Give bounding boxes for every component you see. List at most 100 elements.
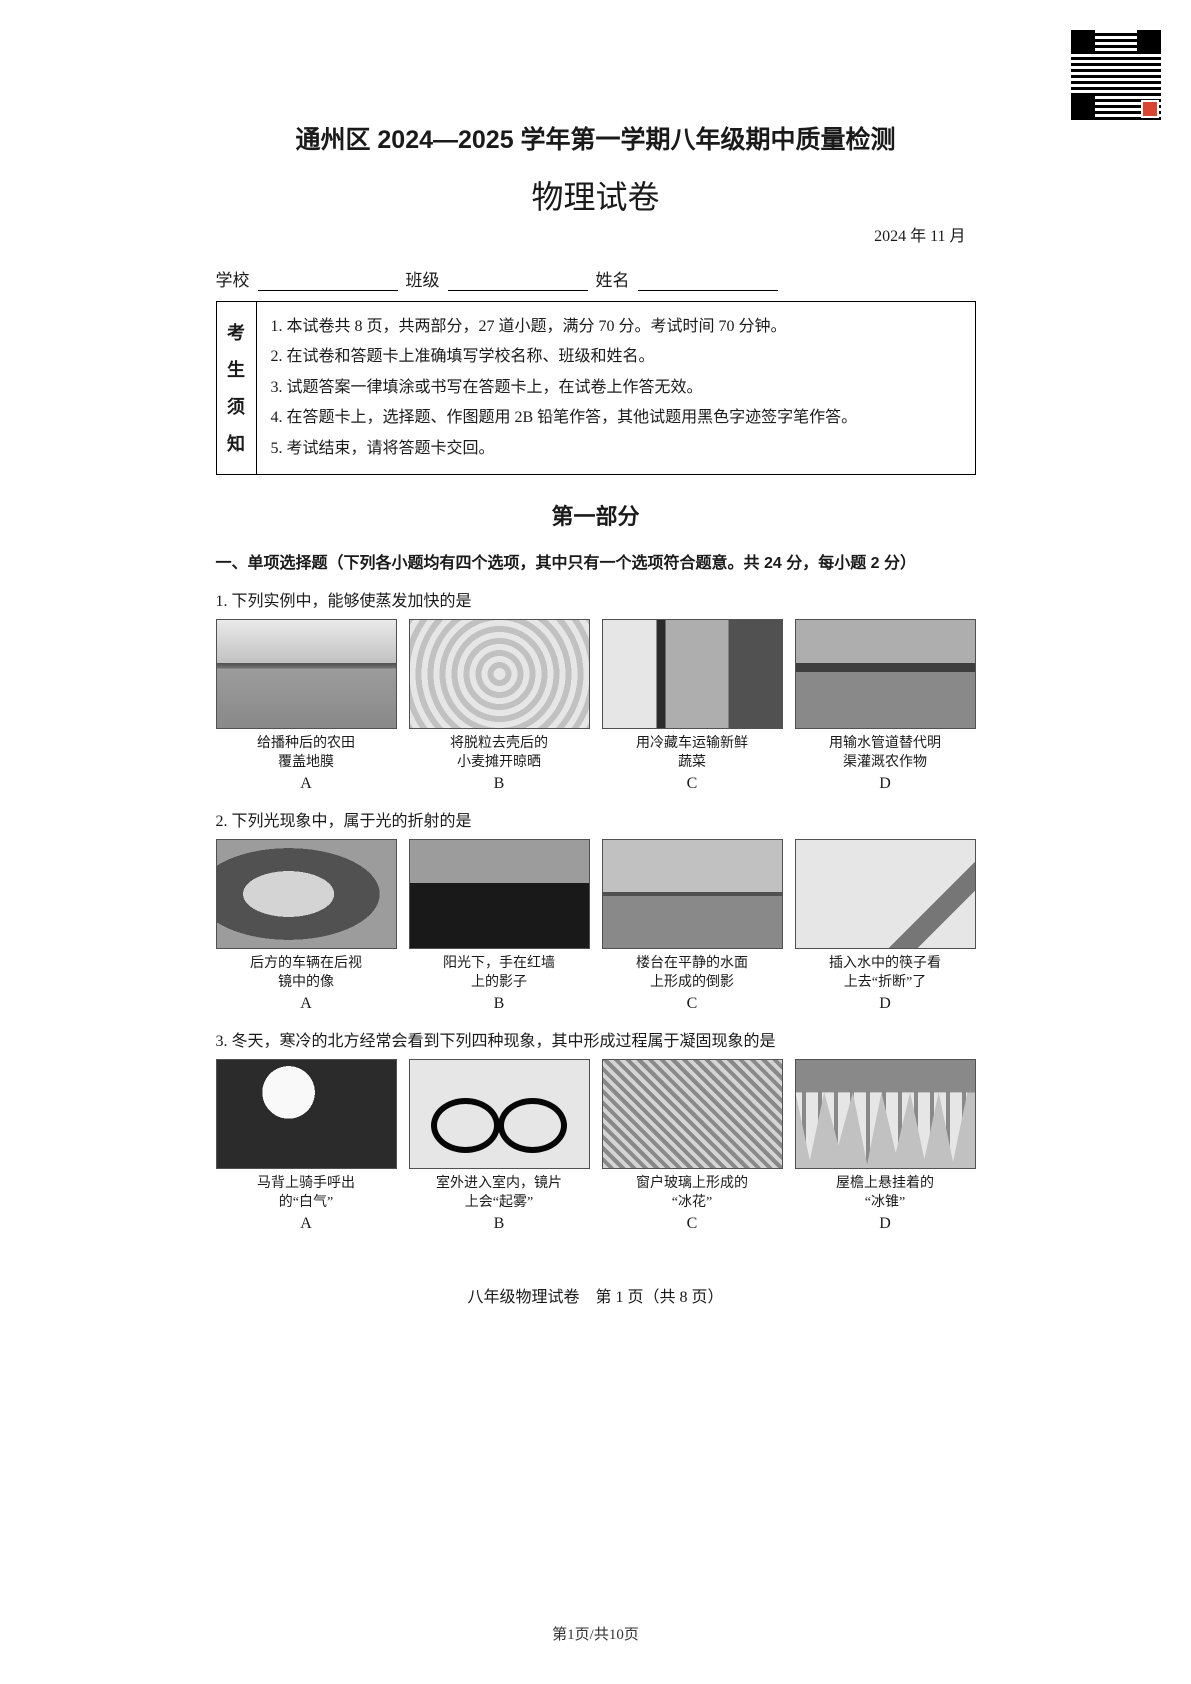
q3-letter-b: B [409, 1215, 590, 1233]
inner-footer: 八年级物理试卷 第 1 页（共 8 页） [216, 1283, 976, 1307]
q3-letter-c: C [602, 1215, 783, 1233]
q3-caption-a-l1: 马背上骑手呼出 [216, 1175, 397, 1194]
qr-code [1071, 30, 1161, 120]
notice-item-2: 2. 在试卷和答题卡上准确填写学校名称、班级和姓名。 [271, 342, 961, 372]
name-label: 姓名 [596, 266, 630, 291]
q3-caption-b-l2: 上会“起雾” [409, 1194, 590, 1213]
q2-img-c [602, 839, 783, 949]
name-blank[interactable] [638, 271, 778, 291]
q2-caption-c-l1: 楼台在平静的水面 [602, 955, 783, 974]
q1-caption-b-l2: 小麦摊开晾晒 [409, 754, 590, 773]
q2-caption-a-l1: 后方的车辆在后视 [216, 955, 397, 974]
q3-letter-d: D [795, 1215, 976, 1233]
q1-img-a [216, 619, 397, 729]
q1-caption-c: 用冷藏车运输新鲜 蔬菜 [602, 735, 783, 773]
sub-title: 物理试卷 [216, 172, 976, 218]
outer-page-number: 第1页/共10页 [0, 1623, 1191, 1644]
q1-option-a: 给播种后的农田 覆盖地膜 A [216, 619, 397, 793]
q3-option-d: 屋檐上悬挂着的 “冰锥” D [795, 1059, 976, 1233]
q2-img-d [795, 839, 976, 949]
q3-img-c [602, 1059, 783, 1169]
q3-option-c: 窗户玻璃上形成的 “冰花” C [602, 1059, 783, 1233]
q3-option-b: 室外进入室内，镜片 上会“起雾” B [409, 1059, 590, 1233]
qr-badge-icon [1141, 100, 1159, 118]
q1-option-d: 用输水管道替代明 渠灌溉农作物 D [795, 619, 976, 793]
q3-caption-c-l1: 窗户玻璃上形成的 [602, 1175, 783, 1194]
q3-caption-b: 室外进入室内，镜片 上会“起雾” [409, 1175, 590, 1213]
q2-caption-c: 楼台在平静的水面 上形成的倒影 [602, 955, 783, 993]
q1-caption-d-l2: 渠灌溉农作物 [795, 754, 976, 773]
notice-item-4: 4. 在答题卡上，选择题、作图题用 2B 铅笔作答，其他试题用黑色字迹签字笔作答… [271, 403, 961, 433]
q2-caption-a: 后方的车辆在后视 镜中的像 [216, 955, 397, 993]
q2-caption-b-l1: 阳光下，手在红墙 [409, 955, 590, 974]
q2-letter-c: C [602, 995, 783, 1013]
notice-char-3: 知 [227, 430, 245, 456]
question-1-options: 给播种后的农田 覆盖地膜 A 将脱粒去壳后的 小麦摊开晾晒 B 用冷藏车运输新鲜… [216, 619, 976, 793]
question-1-text: 1. 下列实例中，能够使蒸发加快的是 [216, 587, 976, 611]
q1-img-c [602, 619, 783, 729]
q1-caption-d: 用输水管道替代明 渠灌溉农作物 [795, 735, 976, 773]
q2-letter-a: A [216, 995, 397, 1013]
q3-img-d [795, 1059, 976, 1169]
notice-content: 1. 本试卷共 8 页，共两部分，27 道小题，满分 70 分。考试时间 70 … [257, 302, 975, 474]
notice-item-1: 1. 本试卷共 8 页，共两部分，27 道小题，满分 70 分。考试时间 70 … [271, 312, 961, 342]
class-blank[interactable] [448, 271, 588, 291]
q2-img-b [409, 839, 590, 949]
question-2-text: 2. 下列光现象中，属于光的折射的是 [216, 807, 976, 831]
question-2-options: 后方的车辆在后视 镜中的像 A 阳光下，手在红墙 上的影子 B 楼台在平静的水面… [216, 839, 976, 1013]
q2-img-a [216, 839, 397, 949]
q1-caption-c-l2: 蔬菜 [602, 754, 783, 773]
q3-option-a: 马背上骑手呼出 的“白气” A [216, 1059, 397, 1233]
q2-caption-d: 插入水中的筷子看 上去“折断”了 [795, 955, 976, 993]
q3-caption-a-l2: 的“白气” [216, 1194, 397, 1213]
q3-caption-b-l1: 室外进入室内，镜片 [409, 1175, 590, 1194]
q1-img-d [795, 619, 976, 729]
school-label: 学校 [216, 266, 250, 291]
q3-caption-a: 马背上骑手呼出 的“白气” [216, 1175, 397, 1213]
qr-pattern [1071, 30, 1161, 120]
q2-option-b: 阳光下，手在红墙 上的影子 B [409, 839, 590, 1013]
notice-char-1: 生 [227, 356, 245, 382]
q3-caption-c-l2: “冰花” [602, 1194, 783, 1213]
q1-letter-a: A [216, 775, 397, 793]
school-blank[interactable] [258, 271, 398, 291]
q1-caption-a-l2: 覆盖地膜 [216, 754, 397, 773]
q3-caption-c: 窗户玻璃上形成的 “冰花” [602, 1175, 783, 1213]
notice-char-0: 考 [227, 319, 245, 345]
q1-letter-c: C [602, 775, 783, 793]
q1-option-b: 将脱粒去壳后的 小麦摊开晾晒 B [409, 619, 590, 793]
q3-caption-d: 屋檐上悬挂着的 “冰锥” [795, 1175, 976, 1213]
section-instruction: 一、单项选择题（下列各小题均有四个选项，其中只有一个选项符合题意。共 24 分，… [216, 549, 976, 573]
q1-letter-d: D [795, 775, 976, 793]
q2-caption-d-l2: 上去“折断”了 [795, 974, 976, 993]
q2-letter-b: B [409, 995, 590, 1013]
q3-img-b [409, 1059, 590, 1169]
notice-box: 考 生 须 知 1. 本试卷共 8 页，共两部分，27 道小题，满分 70 分。… [216, 301, 976, 475]
q1-option-c: 用冷藏车运输新鲜 蔬菜 C [602, 619, 783, 793]
q2-letter-d: D [795, 995, 976, 1013]
main-title: 通州区 2024—2025 学年第一学期八年级期中质量检测 [216, 120, 976, 156]
q3-letter-a: A [216, 1215, 397, 1233]
student-info-row: 学校 班级 姓名 [216, 266, 976, 291]
section-title: 第一部分 [216, 499, 976, 531]
exam-date: 2024 年 11 月 [216, 222, 976, 246]
q2-caption-b: 阳光下，手在红墙 上的影子 [409, 955, 590, 993]
q1-caption-d-l1: 用输水管道替代明 [795, 735, 976, 754]
q2-caption-d-l1: 插入水中的筷子看 [795, 955, 976, 974]
q2-option-d: 插入水中的筷子看 上去“折断”了 D [795, 839, 976, 1013]
q1-caption-b-l1: 将脱粒去壳后的 [409, 735, 590, 754]
q1-letter-b: B [409, 775, 590, 793]
q2-option-c: 楼台在平静的水面 上形成的倒影 C [602, 839, 783, 1013]
q2-caption-c-l2: 上形成的倒影 [602, 974, 783, 993]
q1-caption-a: 给播种后的农田 覆盖地膜 [216, 735, 397, 773]
q1-img-b [409, 619, 590, 729]
q3-caption-d-l1: 屋檐上悬挂着的 [795, 1175, 976, 1194]
notice-char-2: 须 [227, 393, 245, 419]
notice-side-label: 考 生 须 知 [217, 302, 257, 474]
question-3-options: 马背上骑手呼出 的“白气” A 室外进入室内，镜片 上会“起雾” B 窗户玻璃上… [216, 1059, 976, 1233]
q2-option-a: 后方的车辆在后视 镜中的像 A [216, 839, 397, 1013]
notice-item-5: 5. 考试结束，请将答题卡交回。 [271, 434, 961, 464]
q2-caption-a-l2: 镜中的像 [216, 974, 397, 993]
q1-caption-b: 将脱粒去壳后的 小麦摊开晾晒 [409, 735, 590, 773]
q2-caption-b-l2: 上的影子 [409, 974, 590, 993]
